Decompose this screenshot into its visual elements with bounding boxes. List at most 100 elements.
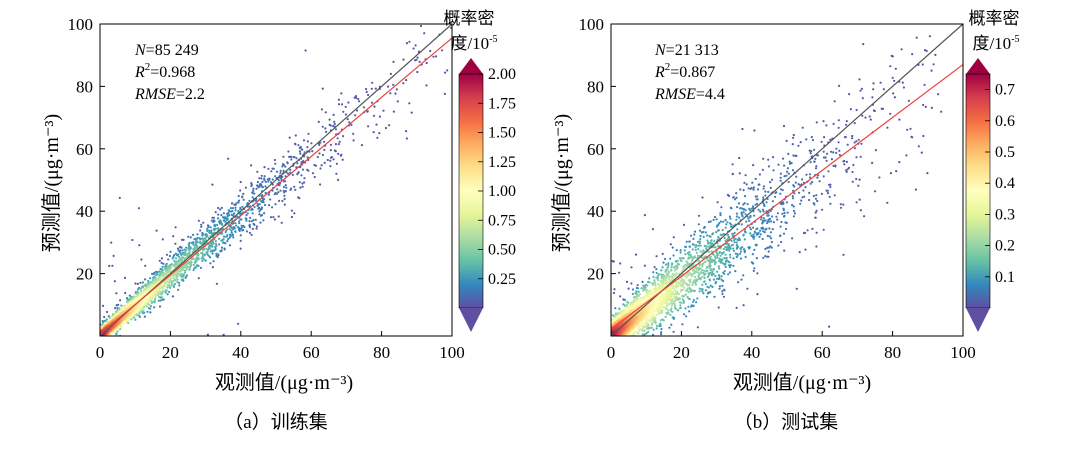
scatter-point bbox=[718, 287, 721, 290]
colorbar-tick-label: 1.50 bbox=[488, 125, 516, 142]
scatter-point bbox=[858, 178, 861, 181]
scatter-point bbox=[204, 237, 207, 240]
scatter-point bbox=[340, 103, 344, 106]
scatter-point bbox=[114, 307, 117, 310]
scatter-point bbox=[759, 210, 762, 213]
scatter-point bbox=[695, 278, 698, 281]
scatter-point bbox=[232, 225, 235, 229]
scatter-point bbox=[370, 87, 373, 90]
scatter-point bbox=[177, 288, 180, 291]
scatter-point bbox=[258, 185, 261, 188]
scatter-point bbox=[734, 198, 737, 201]
scatter-point bbox=[443, 92, 446, 95]
scatter-point bbox=[651, 322, 654, 325]
scatter-point bbox=[860, 87, 864, 90]
scatter-point bbox=[364, 87, 368, 91]
scatter-point bbox=[686, 295, 689, 299]
scatter-point bbox=[646, 284, 649, 287]
scatter-point bbox=[809, 161, 812, 164]
scatter-point bbox=[185, 249, 188, 252]
scatter-point bbox=[696, 254, 700, 257]
scatter-point bbox=[814, 216, 817, 219]
scatter-point bbox=[667, 262, 670, 265]
scatter-point bbox=[697, 244, 700, 247]
scatter-point bbox=[783, 211, 786, 215]
scatter-point bbox=[932, 63, 935, 66]
scatter-point bbox=[799, 202, 802, 205]
scatter-point bbox=[277, 179, 280, 182]
scatter-point bbox=[764, 228, 767, 231]
scatter-point bbox=[766, 234, 769, 238]
scatter-point bbox=[277, 191, 280, 194]
scatter-point bbox=[670, 266, 673, 269]
scatter-point bbox=[724, 239, 727, 242]
scatter-point bbox=[183, 253, 186, 257]
scatter-point bbox=[644, 286, 647, 289]
scatter-point bbox=[199, 229, 202, 232]
scatter-point bbox=[271, 178, 274, 181]
scatter-point bbox=[812, 194, 816, 198]
scatter-point bbox=[768, 235, 771, 238]
scatter-point bbox=[917, 145, 920, 148]
scatter-point bbox=[329, 143, 332, 146]
scatter-point bbox=[255, 225, 259, 228]
scatter-point bbox=[240, 224, 243, 227]
scatter-point bbox=[645, 327, 649, 330]
scatter-point bbox=[346, 118, 349, 121]
scatter-point bbox=[389, 92, 392, 95]
scatter-point bbox=[352, 139, 355, 142]
scatter-point bbox=[652, 271, 655, 274]
scatter-point bbox=[341, 158, 344, 161]
scatter-point bbox=[687, 279, 690, 282]
scatter-point bbox=[785, 201, 789, 204]
scatter-point bbox=[827, 170, 830, 173]
scatter-point bbox=[756, 293, 759, 296]
scatter-point bbox=[751, 253, 754, 256]
scatter-point bbox=[680, 290, 683, 293]
scatter-point bbox=[711, 270, 714, 273]
scatter-point bbox=[688, 271, 691, 274]
scatter-point bbox=[134, 318, 137, 321]
scatter-point bbox=[832, 151, 835, 154]
scatter-point bbox=[920, 151, 923, 154]
scatter-point bbox=[263, 203, 267, 207]
scatter-point bbox=[290, 158, 293, 161]
scatter-point bbox=[217, 217, 220, 220]
scatter-point bbox=[142, 309, 145, 312]
scatter-point bbox=[735, 255, 738, 259]
x-tick-label: 80 bbox=[373, 343, 390, 362]
scatter-point bbox=[137, 207, 140, 210]
scatter-point bbox=[154, 274, 157, 277]
scatter-point bbox=[701, 196, 704, 199]
scatter-point bbox=[723, 270, 726, 273]
scatter-point bbox=[414, 44, 417, 47]
scatter-point bbox=[228, 244, 232, 247]
scatter-point bbox=[141, 281, 144, 284]
scatter-point bbox=[362, 106, 365, 109]
scatter-point bbox=[704, 260, 707, 263]
scatter-point bbox=[802, 189, 805, 192]
scatter-point bbox=[688, 240, 691, 243]
scatter-point bbox=[792, 205, 795, 208]
scatter-point bbox=[872, 88, 875, 91]
scatter-point bbox=[176, 254, 179, 257]
scatter-point bbox=[722, 279, 725, 283]
scatter-point bbox=[185, 268, 188, 271]
scatter-point bbox=[148, 284, 151, 287]
scatter-point bbox=[131, 238, 134, 242]
scatter-point bbox=[226, 240, 229, 243]
scatter-point bbox=[791, 195, 794, 198]
scatter-point bbox=[771, 228, 774, 231]
scatter-point bbox=[293, 212, 296, 215]
scatter-point bbox=[384, 126, 387, 130]
scatter-point bbox=[774, 195, 777, 198]
scatter-point bbox=[157, 299, 160, 302]
scatter-point bbox=[354, 96, 358, 99]
scatter-point bbox=[857, 184, 860, 187]
scatter-point bbox=[677, 263, 681, 266]
scatter-point bbox=[672, 275, 675, 278]
scatter-point bbox=[703, 276, 706, 279]
scatter-point bbox=[742, 274, 745, 277]
scatter-point bbox=[696, 326, 700, 329]
scatter-point bbox=[614, 307, 617, 310]
